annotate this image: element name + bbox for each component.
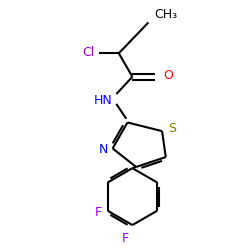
Text: S: S — [168, 122, 176, 135]
Text: F: F — [122, 232, 129, 245]
Text: F: F — [94, 206, 102, 218]
Text: O: O — [163, 69, 173, 82]
Text: Cl: Cl — [82, 46, 94, 59]
Text: N: N — [98, 143, 108, 156]
Text: HN: HN — [94, 94, 113, 107]
Text: CH₃: CH₃ — [155, 8, 178, 21]
